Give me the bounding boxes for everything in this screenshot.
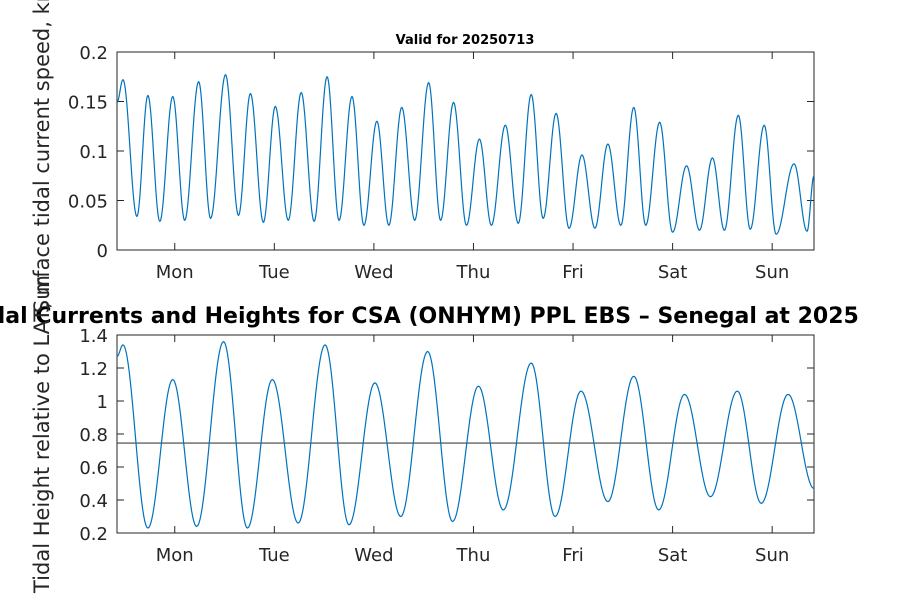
current-speed-y-tick-label: 0.15 (68, 93, 108, 114)
figure-main-title: idal Currents and Heights for CSA (ONHYM… (0, 304, 859, 329)
current-speed-plot: 0 0.05 0.1 0.15 0.2 Mon Tue Wed Thu Fri Sat Sun Su… (30, 0, 815, 313)
current-speed-y-tick-label: 0.05 (68, 192, 108, 213)
current-speed-x-tick-label: Tue (258, 262, 290, 283)
current-speed-x-tick-label: Sun (755, 262, 789, 283)
tidal-height-x-tick-label: Thu (456, 545, 491, 566)
tidal-height-y-tick-label: 1.2 (79, 359, 108, 380)
tidal-height-series-line (116, 340, 815, 529)
current-speed-x-tick-label: Mon (156, 262, 194, 283)
tidal-height-y-tick-label: 0.6 (79, 458, 108, 479)
tidal-height-plot: 0.2 0.4 0.6 0.8 1 1.2 1.4 Mon Tue Wed Thu Fri Sat Su… (30, 275, 815, 594)
tidal-height-y-tick-label: 0.8 (79, 425, 108, 446)
tidal-height-y-axis-label: Tidal Height relative to LAT, m (30, 275, 54, 594)
current-speed-y-axis-label: Surface tidal current speed, kn (30, 0, 54, 313)
tidal-height-y-tick-label: 0.4 (79, 491, 108, 512)
current-speed-x-ticks: Mon Tue Wed Thu Fri Sat Sun (156, 52, 789, 283)
tidal-height-y-tick-label: 1 (97, 392, 108, 413)
tidal-height-axes-box (116, 334, 815, 534)
tidal-height-x-tick-label: Mon (156, 545, 194, 566)
tidal-height-x-tick-label: Sun (755, 545, 789, 566)
current-speed-y-tick-label: 0.1 (79, 142, 108, 163)
current-speed-y-tick-label: 0 (97, 241, 108, 262)
tidal-height-x-tick-label: Sat (658, 545, 688, 566)
current-speed-axes-box (116, 51, 815, 251)
tidal-height-y-ticks: 0.2 0.4 0.6 0.8 1 1.2 1.4 (79, 326, 814, 545)
current-speed-series-line (116, 73, 815, 235)
tidal-height-x-tick-label: Wed (354, 545, 393, 566)
current-speed-y-ticks: 0 0.05 0.1 0.15 0.2 (68, 43, 814, 262)
tidal-height-x-tick-label: Fri (562, 545, 583, 566)
tidal-height-x-ticks: Mon Tue Wed Thu Fri Sat Sun (156, 335, 789, 566)
current-speed-y-tick-label: 0.2 (79, 43, 108, 64)
tidal-height-y-tick-label: 1.4 (79, 326, 108, 347)
current-speed-x-tick-label: Thu (456, 262, 491, 283)
current-speed-x-tick-label: Fri (562, 262, 583, 283)
current-speed-x-tick-label: Sat (658, 262, 688, 283)
top-chart-title: Valid for 20250713 (396, 33, 535, 48)
tidal-height-y-tick-label: 0.2 (79, 524, 108, 545)
tidal-height-x-tick-label: Tue (258, 545, 290, 566)
current-speed-x-tick-label: Wed (354, 262, 393, 283)
